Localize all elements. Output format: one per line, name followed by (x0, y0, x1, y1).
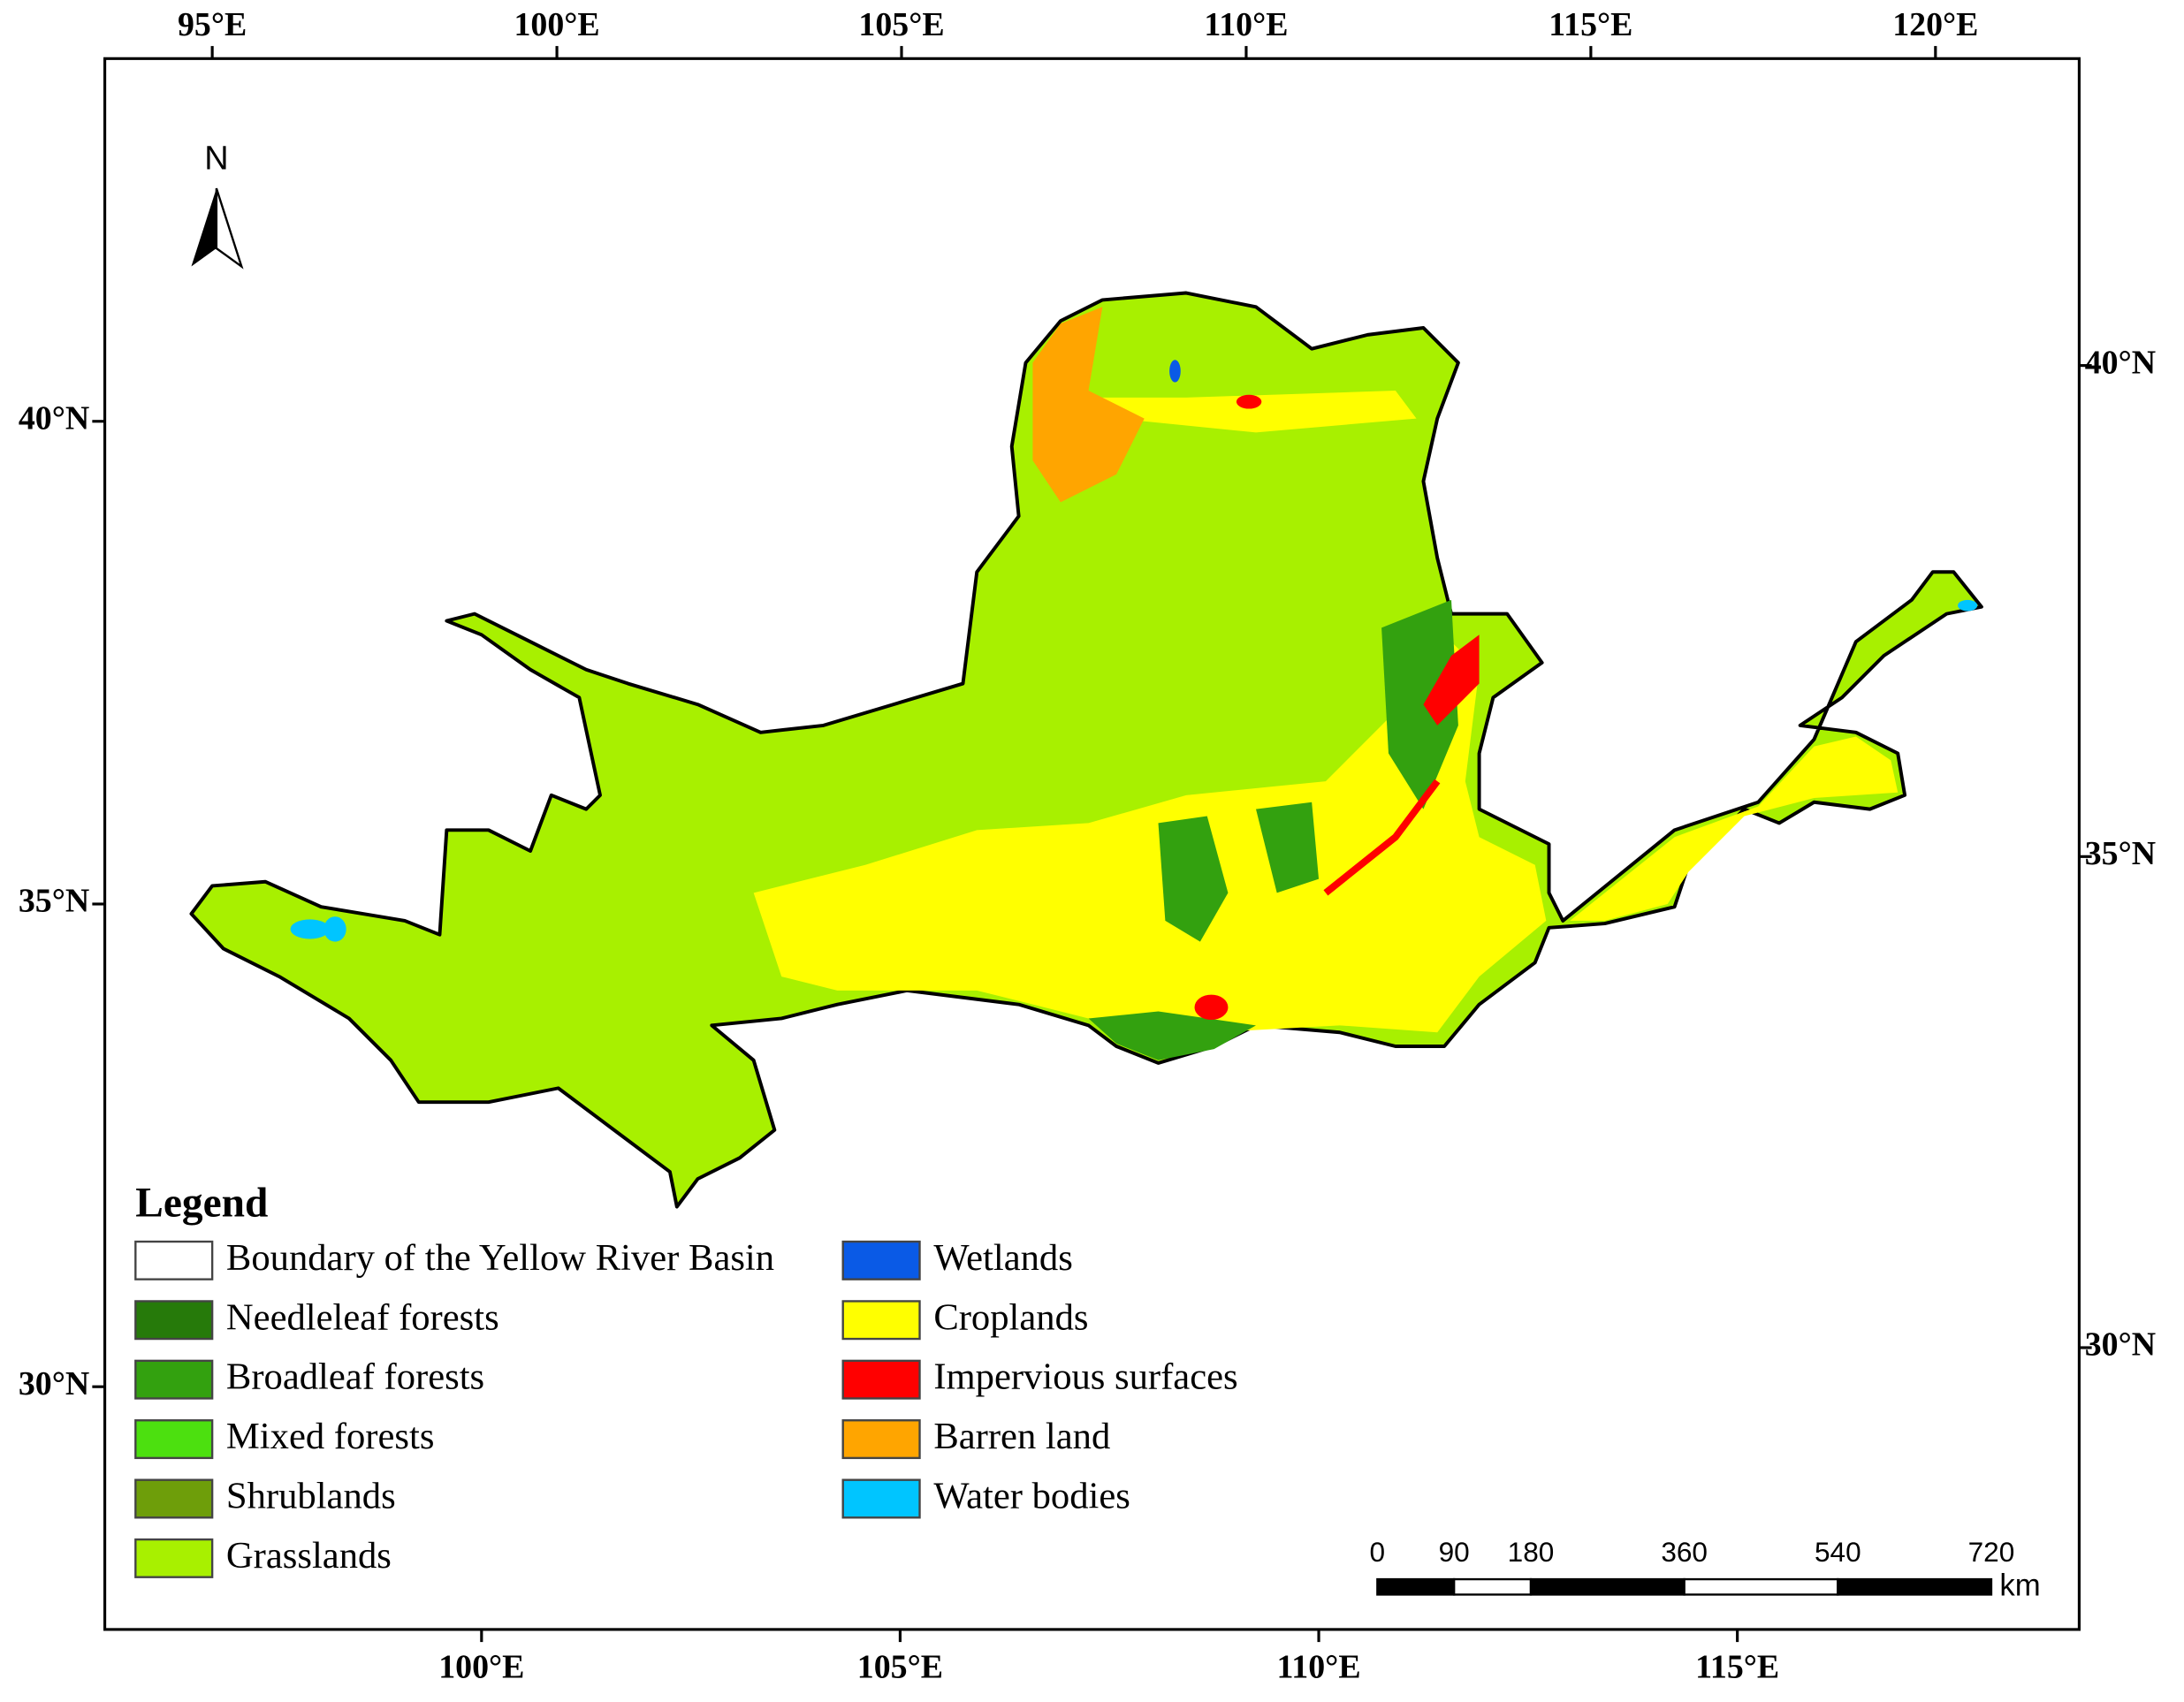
water-body (290, 919, 330, 939)
coordinate-label: 100°E (438, 1648, 524, 1685)
graticule-ticks: 95°E 100°E 105°E 110°E 115°E 120°E 100°E 105°E 1… (19, 6, 2156, 1685)
legend-label: Croplands (933, 1296, 1088, 1338)
map-frame (103, 57, 2081, 1631)
coordinate-label: 120°E (1892, 6, 1978, 43)
legend-swatch (134, 1419, 214, 1460)
legend-label: Shrublands (226, 1476, 396, 1517)
scale-label: 180 (1508, 1536, 1555, 1568)
legend-swatch (841, 1478, 921, 1519)
basin-grasslands (189, 291, 1983, 1209)
legend-label: Water bodies (933, 1476, 1130, 1517)
coordinate-label: 105°E (857, 1648, 943, 1685)
legend-swatch (841, 1300, 921, 1341)
legend-label: Needleleaf forests (226, 1296, 499, 1338)
legend-label: Broadleaf forests (226, 1356, 484, 1398)
legend-swatch (134, 1300, 214, 1341)
water-body (1958, 599, 1978, 612)
legend: Boundary of the Yellow River Basin Needle… (134, 1237, 1238, 1578)
forest-patch (1088, 1011, 1256, 1060)
scale-label: 90 (1439, 1536, 1470, 1568)
scale-label: 720 (1968, 1536, 2015, 1568)
coordinate-label: 30°N (19, 1365, 89, 1402)
impervious-patch (1423, 634, 1480, 726)
legend-swatch (841, 1419, 921, 1460)
scale-label: 540 (1815, 1536, 1861, 1568)
impervious-patch (1194, 994, 1229, 1021)
scale-segment (1452, 1577, 1533, 1596)
legend-label: Impervious surfaces (933, 1356, 1237, 1398)
coordinate-label: 110°E (1276, 1648, 1360, 1685)
coordinate-label: 115°E (1695, 1648, 1779, 1685)
scale-segment (1683, 1577, 1839, 1596)
scale-segment (1376, 1577, 1456, 1596)
scale-label: 0 (1370, 1536, 1386, 1568)
legend-label: Mixed forests (226, 1416, 434, 1457)
coordinate-label: 105°E (858, 6, 944, 43)
legend-label: Wetlands (933, 1237, 1073, 1279)
scale-segment (1529, 1577, 1686, 1596)
wetland (1169, 360, 1181, 383)
coordinate-label: 35°N (19, 883, 89, 920)
north-label: N (204, 141, 228, 178)
coordinate-label: 115°E (1549, 6, 1632, 43)
coordinate-label: 40°N (19, 399, 89, 437)
legend-swatch (134, 1538, 214, 1578)
coordinate-label: 110°E (1204, 6, 1288, 43)
legend-label: Boundary of the Yellow River Basin (226, 1237, 774, 1279)
water-body (323, 916, 346, 942)
coordinate-label: 40°N (2085, 344, 2156, 381)
forest-patch (1158, 816, 1229, 942)
legend-swatch (134, 1478, 214, 1519)
legend-swatch (841, 1240, 921, 1280)
coordinate-label: 100°E (514, 6, 599, 43)
impervious-patch (1236, 394, 1262, 409)
croplands-area (753, 642, 1547, 1033)
croplands-east (1570, 736, 1899, 921)
croplands-north (1039, 391, 1417, 433)
legend-label: Barren land (933, 1416, 1110, 1457)
barren-land (1032, 307, 1145, 503)
forest-patch (1255, 802, 1320, 893)
coordinate-label: 35°N (2085, 835, 2156, 872)
legend-swatch (841, 1359, 921, 1400)
north-arrow (215, 187, 244, 270)
scale-segment (1837, 1577, 1993, 1596)
scale-label: 360 (1661, 1536, 1708, 1568)
legend-swatch (134, 1359, 214, 1400)
legend-label: Grasslands (226, 1535, 392, 1577)
impervious-patch (1323, 779, 1441, 896)
coordinate-label: 30°N (2085, 1326, 2156, 1364)
legend-title: Legend (135, 1180, 268, 1226)
coordinate-label: 95°E (178, 6, 247, 43)
scale-unit: km (1999, 1569, 2040, 1603)
forest-patch (1381, 599, 1458, 809)
legend-swatch (134, 1240, 214, 1280)
